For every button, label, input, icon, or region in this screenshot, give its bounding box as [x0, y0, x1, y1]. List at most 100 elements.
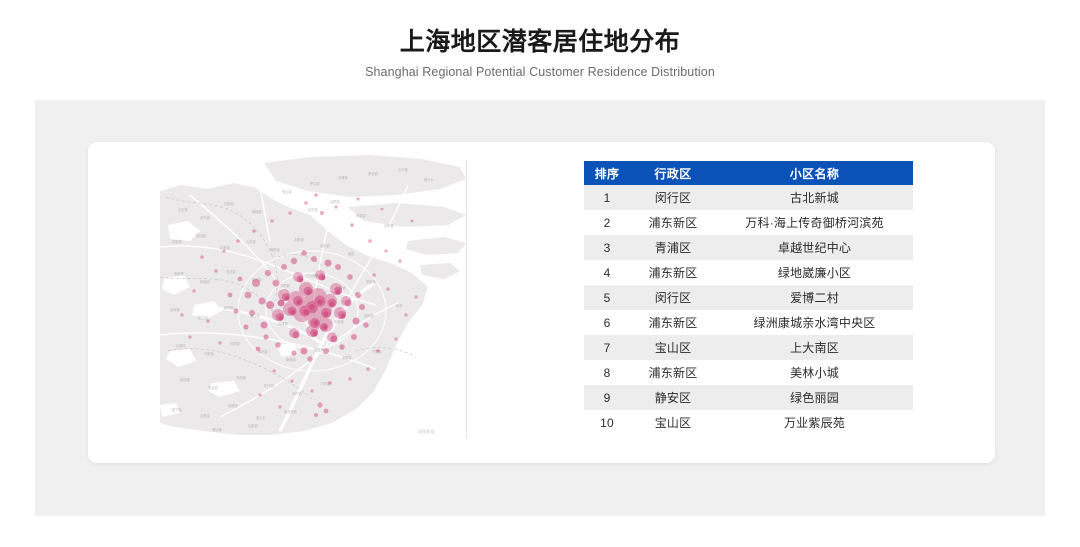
cell-district: 宝山区 — [654, 341, 692, 355]
cell-rank: 5 — [603, 290, 611, 305]
svg-text:南翔镇: 南翔镇 — [252, 209, 262, 214]
cell-district: 宝山区 — [654, 416, 692, 430]
cell-community: 绿色丽园 — [790, 391, 839, 405]
table-row[interactable]: 2 浦东新区 万科·海上传奇御桥河滨苑 — [584, 210, 913, 235]
svg-text:周浦镇: 周浦镇 — [278, 321, 288, 326]
svg-text:万祥镇: 万祥镇 — [320, 381, 330, 386]
cell-rank: 9 — [603, 390, 611, 405]
svg-text:惠南镇: 惠南镇 — [366, 279, 376, 284]
svg-text:安亭镇: 安亭镇 — [200, 215, 210, 220]
cell-rank: 1 — [603, 190, 611, 205]
svg-text:康桥镇: 康桥镇 — [280, 283, 290, 288]
svg-text:书院镇: 书院镇 — [372, 349, 382, 354]
svg-text:梅陇镇: 梅陇镇 — [270, 247, 280, 252]
cell-rank: 3 — [603, 240, 611, 255]
svg-text:川沙新镇: 川沙新镇 — [306, 273, 320, 278]
svg-text:白鹤镇: 白鹤镇 — [224, 201, 234, 206]
table-row[interactable]: 9 静安区 绿色丽园 — [584, 385, 913, 410]
svg-text:山阳镇: 山阳镇 — [248, 423, 258, 428]
column-header-district[interactable]: 行政区 — [630, 161, 716, 185]
svg-text:横沙乡: 横沙乡 — [424, 177, 434, 182]
cell-community: 上大南区 — [790, 341, 839, 355]
svg-text:祝桥镇: 祝桥镇 — [336, 285, 346, 290]
svg-text:高东镇: 高东镇 — [308, 207, 318, 212]
cell-rank: 8 — [603, 365, 611, 380]
cell-community: 绿地崴廉小区 — [777, 266, 852, 280]
table-row[interactable]: 5 闵行区 爱博二村 — [584, 285, 913, 310]
svg-text:廊下镇: 廊下镇 — [172, 407, 182, 412]
table-row[interactable]: 7 宝山区 上大南区 — [584, 335, 913, 360]
svg-text:浦江镇: 浦江镇 — [250, 313, 260, 318]
cell-district: 静安区 — [654, 391, 692, 405]
cell-district: 闵行区 — [654, 291, 692, 305]
map-watermark: 地图数据 — [418, 429, 435, 434]
svg-text:泗泾镇: 泗泾镇 — [226, 269, 236, 274]
svg-text:青村镇: 青村镇 — [292, 391, 302, 396]
cell-community: 古北新城 — [790, 191, 839, 205]
svg-text:松江镇: 松江镇 — [198, 315, 208, 320]
svg-text:华新镇: 华新镇 — [172, 239, 182, 244]
page-title: 上海地区潜客居住地分布 — [399, 28, 681, 56]
svg-text:宣桥镇: 宣桥镇 — [364, 313, 374, 318]
svg-text:罗店镇: 罗店镇 — [310, 181, 320, 186]
svg-text:叶榭镇: 叶榭镇 — [204, 351, 214, 356]
cell-rank: 2 — [603, 215, 611, 230]
svg-text:徐泾镇: 徐泾镇 — [196, 233, 206, 238]
table-row[interactable]: 8 浦东新区 美林小城 — [584, 360, 913, 385]
svg-text:泥城镇: 泥城镇 — [342, 355, 352, 360]
svg-text:南桥镇: 南桥镇 — [258, 349, 268, 354]
svg-text:赵巷镇: 赵巷镇 — [220, 245, 230, 250]
cell-district: 青浦区 — [654, 241, 692, 255]
table-row[interactable]: 3 青浦区 卓越世纪中心 — [584, 235, 913, 260]
svg-text:金桥镇: 金桥镇 — [320, 243, 330, 248]
svg-text:九亭镇: 九亭镇 — [246, 239, 256, 244]
svg-text:四团镇: 四团镇 — [314, 347, 324, 352]
column-header-rank[interactable]: 排序 — [584, 161, 630, 185]
cell-rank: 4 — [603, 265, 611, 280]
svg-text:唐镇: 唐镇 — [348, 251, 355, 256]
svg-text:长兴镇: 长兴镇 — [398, 167, 408, 172]
svg-text:奉城镇: 奉城镇 — [286, 357, 296, 362]
table-row[interactable]: 4 浦东新区 绿地崴廉小区 — [584, 260, 913, 285]
table-header-row: 排序 行政区 小区名称 — [584, 161, 913, 185]
column-header-community[interactable]: 小区名称 — [716, 161, 913, 185]
cell-community: 爱博二村 — [790, 291, 839, 305]
cell-district: 浦东新区 — [648, 366, 698, 380]
svg-text:高桥镇: 高桥镇 — [330, 199, 340, 204]
cell-rank: 7 — [603, 340, 611, 355]
svg-text:漕泾镇: 漕泾镇 — [212, 427, 222, 432]
cell-district: 浦东新区 — [648, 316, 698, 330]
svg-text:柘林镇: 柘林镇 — [230, 341, 240, 346]
svg-text:合庆镇: 合庆镇 — [384, 223, 394, 228]
svg-text:练塘镇: 练塘镇 — [200, 279, 210, 284]
ranking-table-container: 排序 行政区 小区名称 1 闵行区 古北新城 2 浦东新区 万科·海上传奇御桥河… — [584, 161, 913, 435]
svg-text:石湖荡: 石湖荡 — [176, 343, 186, 348]
map-container[interactable]: 嘉定镇 安亭镇 白鹤镇 南翔镇 宝山镇 罗店镇 月浦镇 罗泾镇 长兴镇 横沙乡 高东镇 高桥… — [160, 155, 466, 438]
svg-text:亭林镇: 亭林镇 — [236, 375, 246, 380]
svg-text:朱泾镇: 朱泾镇 — [208, 385, 218, 390]
svg-text:金山卫: 金山卫 — [256, 415, 266, 420]
cell-district: 浦东新区 — [648, 266, 698, 280]
cell-community: 万科·海上传奇御桥河滨苑 — [745, 216, 884, 230]
svg-text:吕巷镇: 吕巷镇 — [200, 413, 210, 418]
svg-text:月浦镇: 月浦镇 — [338, 175, 348, 180]
svg-text:新场镇: 新场镇 — [334, 319, 344, 324]
cell-community: 卓越世纪中心 — [777, 241, 852, 255]
dashboard-card: 嘉定镇 安亭镇 白鹤镇 南翔镇 宝山镇 罗店镇 月浦镇 罗泾镇 长兴镇 横沙乡 高东镇 高桥… — [88, 142, 995, 463]
cell-district: 浦东新区 — [648, 216, 698, 230]
table-row[interactable]: 1 闵行区 古北新城 — [584, 185, 913, 210]
table-row[interactable]: 10 宝山区 万业紫辰苑 — [584, 410, 913, 435]
page-subtitle: Shanghai Regional Potential Customer Res… — [365, 65, 715, 80]
map-table-divider — [466, 160, 467, 439]
svg-text:北蔡镇: 北蔡镇 — [294, 237, 304, 242]
svg-text:曹路镇: 曹路镇 — [356, 213, 366, 218]
svg-text:庄行镇: 庄行镇 — [264, 383, 274, 388]
table-row[interactable]: 6 浦东新区 绿洲康城亲水湾中央区 — [584, 310, 913, 335]
ranking-table: 排序 行政区 小区名称 1 闵行区 古北新城 2 浦东新区 万科·海上传奇御桥河… — [584, 161, 913, 435]
svg-text:张堰镇: 张堰镇 — [228, 403, 238, 408]
svg-text:宝山镇: 宝山镇 — [282, 189, 292, 194]
svg-text:枫泾镇: 枫泾镇 — [180, 377, 190, 382]
cell-rank: 10 — [600, 415, 614, 430]
cell-rank: 6 — [603, 315, 611, 330]
